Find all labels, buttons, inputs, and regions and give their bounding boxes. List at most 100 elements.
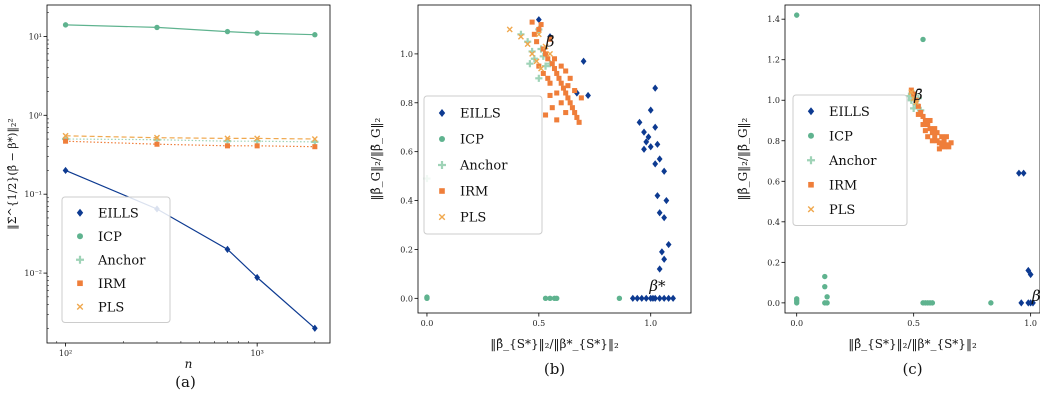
panel-c-x-tick-label: 0.0	[790, 319, 803, 328]
panel-b-legend-marker-irm	[439, 188, 445, 194]
panel-a-point-irm	[224, 143, 230, 149]
panel-b-point-irm	[540, 70, 546, 76]
panel-b-x-tick-label: 1.0	[644, 319, 657, 328]
panel-b-point-irm	[534, 39, 540, 45]
panel-c-point-irm	[922, 117, 928, 124]
panel-c-x-axis-label: ‖β̂_{S*}‖₂/‖β*_{S*}‖₂	[848, 337, 977, 351]
panel-b-point-eills	[661, 214, 668, 222]
panel-a-legend-marker-pls	[76, 303, 84, 311]
panel-b-annotation-beta-star: β*	[648, 277, 666, 295]
panel-a-point-irm	[63, 138, 69, 144]
panel-c-point-irm	[927, 126, 933, 132]
panel-c-point-irm	[920, 122, 926, 128]
panel-b-point-irm	[545, 75, 551, 81]
panel-b-point-eills	[654, 140, 661, 148]
panel-b-scatter-chart: 0.0 0.2 0.4 0.6 0.8 1.0 0.0 0.5 1.0 ‖β̂_{S*}‖₂/‖β…	[369, 4, 692, 378]
panel-b-point-eills	[652, 294, 659, 302]
panel-a-point-pls	[62, 132, 69, 139]
panel-a-y-tick-label: 10¹	[29, 32, 42, 41]
panel-b-legend-label-irm: IRM	[460, 185, 488, 200]
panel-b-legend-marker-eills	[438, 109, 446, 117]
panel-c-point-icp	[793, 12, 800, 18]
panel-a-y-tick-label: 10⁻¹	[24, 190, 42, 199]
panel-b-point-eills	[647, 143, 654, 151]
panel-b-point-irm	[574, 114, 580, 120]
panel-b-y-axis-label: ‖β̂_G‖₂/‖β̄_G‖₂	[369, 117, 383, 200]
panel-b-point-eills	[665, 294, 672, 302]
panel-b-y-tick-label: 0.0	[400, 294, 413, 303]
panel-a-x-tick-label: 10³	[250, 349, 263, 358]
panel-c-y-tick-label: 0.8	[767, 137, 780, 146]
panel-c-legend-marker-pls	[807, 205, 815, 213]
panel-b-point-eills	[643, 294, 650, 302]
panel-b-point-eills	[645, 133, 652, 141]
panel-b-x-tick-label: 0.5	[532, 319, 545, 328]
panel-b-point-icp	[616, 295, 623, 302]
panel-c-legend-label-eills: EILLS	[829, 105, 870, 120]
panel-c-point-icp	[988, 300, 994, 306]
panel-b-point-irm	[556, 75, 562, 81]
panel-b-annotation-beta-bar: β̄	[545, 33, 555, 51]
panel-c-point-icp	[920, 36, 926, 43]
panel-c-y-axis-label: ‖β̂_G‖₂/‖β̄_G‖₂	[736, 117, 750, 200]
panel-b-point-irm	[551, 66, 558, 72]
panel-b-point-pls	[535, 31, 542, 38]
panel-b-point-eills	[652, 160, 659, 168]
panel-b-point-eills	[661, 255, 668, 263]
panel-b-x-tick-label: 0.0	[421, 319, 434, 328]
panel-b-point-eills	[652, 84, 659, 92]
panel-b-point-irm	[558, 80, 564, 86]
panel-c-point-eills	[1020, 169, 1027, 177]
panel-c-x-tick-label: 0.5	[907, 319, 920, 328]
panel-b-point-irm	[565, 83, 571, 89]
panel-b-point-irm	[547, 80, 553, 86]
panel-c-point-irm	[932, 126, 938, 132]
panel-a-point-eills	[254, 273, 261, 282]
panel-c-point-eills	[1027, 270, 1034, 279]
panel-b-legend-box	[423, 95, 543, 235]
panel-c-annotation-beta-star: β*	[1031, 287, 1040, 305]
panel-c-point-irm	[946, 144, 952, 150]
panel-a-series-line-irm	[65, 140, 315, 148]
panel-c-legend-marker-icp	[808, 132, 814, 139]
panel-b-point-irm	[567, 75, 573, 81]
panel-b-point-irm	[560, 85, 566, 91]
panel-c-point-icp	[824, 294, 830, 300]
panel-b-y-tick-label: 0.4	[400, 197, 413, 206]
panel-a-caption: (a)	[175, 373, 196, 391]
panel-a-legend: EILLS ICP Anchor IRM PLS	[61, 196, 171, 323]
panel-b-point-eills	[647, 106, 654, 114]
panel-b-legend-label-eills: EILLS	[460, 107, 501, 122]
panel-b-point-pls	[524, 41, 531, 48]
panel-b-y-tick-label: 0.2	[400, 245, 413, 254]
panel-b-point-irm	[538, 22, 544, 28]
panel-b-point-pls	[533, 58, 540, 65]
panel-c-point-irm	[936, 146, 942, 152]
panel-a-point-irm	[254, 143, 260, 149]
panel-c-caption: (c)	[902, 360, 922, 378]
panel-a-point-eills	[62, 166, 69, 175]
panel-a-legend-label-eills: EILLS	[98, 206, 139, 221]
panel-b-point-irm	[565, 95, 571, 101]
panel-a-point-eills	[224, 245, 231, 253]
panel-b-point-eills	[659, 248, 665, 256]
panel-a-point-irm	[154, 141, 160, 147]
panel-b-point-irm	[547, 36, 553, 42]
panel-b-point-irm	[543, 51, 549, 57]
panel-b-y-tick-label: 0.6	[400, 148, 413, 157]
panel-c-point-irm	[929, 130, 935, 136]
panel-c-point-irm	[941, 138, 947, 144]
panel-b-point-irm	[578, 95, 584, 101]
panel-b-point-pls	[517, 33, 524, 40]
panel-b-point-icp	[554, 295, 560, 302]
panel-b-point-eills	[665, 240, 672, 249]
panel-b-y-tick-label: 1.0	[400, 50, 413, 59]
panel-b-point-irm	[554, 117, 560, 123]
panel-c-point-irm	[927, 117, 933, 124]
panel-b-point-anchor	[535, 74, 543, 82]
panel-c-y-tick-label: 0.2	[767, 258, 780, 267]
panel-b-point-pls	[506, 26, 513, 33]
panel-c-point-irm	[932, 134, 938, 140]
panel-b-point-pls	[529, 50, 536, 57]
panel-a-frame	[46, 4, 331, 344]
